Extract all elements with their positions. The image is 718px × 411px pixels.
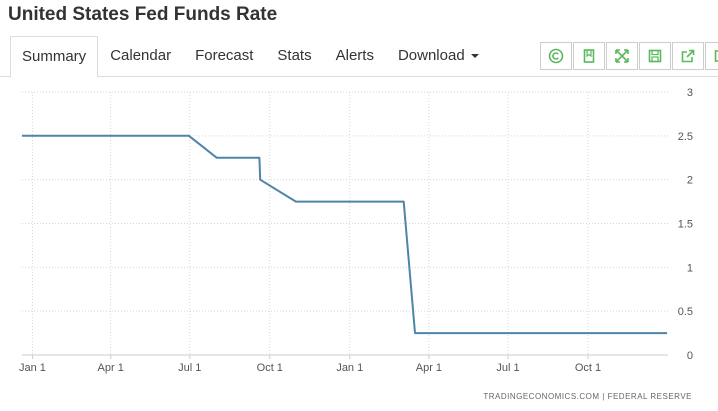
copyright-button[interactable] [540, 42, 572, 70]
tabs: Summary Calendar Forecast Stats Alerts D… [10, 36, 491, 78]
x-tick-label: Jul 1 [496, 362, 519, 374]
y-tick-label: 2 [687, 175, 693, 187]
chart-source: TRADINGECONOMICS.COM | FEDERAL RESERVE [483, 392, 692, 401]
copyright-icon [548, 48, 564, 64]
tab-stats[interactable]: Stats [277, 47, 312, 64]
x-tick-label: Jul 1 [178, 362, 201, 374]
bookmark-icon [583, 49, 595, 63]
share-icon [681, 49, 695, 63]
caret-down-icon [470, 54, 479, 59]
save-button[interactable] [639, 42, 671, 70]
chart-toolbar [540, 42, 718, 70]
x-tick-label: Oct 1 [575, 362, 601, 374]
y-tick-label: 2.5 [678, 131, 693, 143]
more-icon [714, 50, 718, 62]
share-button[interactable] [672, 42, 704, 70]
series-line [22, 134, 668, 335]
x-tick-label: Jan 1 [19, 362, 46, 374]
fullscreen-icon [615, 49, 629, 63]
fullscreen-button[interactable] [606, 42, 638, 70]
tab-download-label: Download [397, 47, 465, 64]
y-tick-label: 0 [687, 350, 693, 362]
tab-calendar[interactable]: Calendar [110, 47, 172, 64]
tab-download[interactable]: Download [386, 36, 491, 77]
y-tick-label: 3 [687, 87, 693, 99]
tab-summary[interactable]: Summary [10, 36, 99, 78]
x-tick-label: Apr 1 [416, 362, 442, 374]
x-tick-label: Oct 1 [257, 362, 283, 374]
tab-bar: Summary Calendar Forecast Stats Alerts D… [0, 36, 718, 78]
save-icon [648, 49, 662, 63]
more-button[interactable] [705, 42, 718, 70]
x-tick-label: Apr 1 [98, 362, 124, 374]
y-tick-label: 0.5 [678, 306, 693, 318]
page-title: United States Fed Funds Rate [8, 4, 278, 25]
bookmark-button[interactable] [573, 42, 605, 70]
tab-forecast[interactable]: Forecast [195, 47, 254, 64]
y-tick-label: 1.5 [678, 219, 693, 231]
fed-funds-rate-chart: 0 0.5 1 1.5 2 2.5 3 Jan 1 Apr 1 Jul 1 Oct 1 Jan 1 Ap… [19, 87, 693, 374]
x-tick-label: Jan 1 [336, 362, 363, 374]
tab-alerts[interactable]: Alerts [335, 47, 374, 64]
y-tick-label: 1 [687, 262, 693, 274]
